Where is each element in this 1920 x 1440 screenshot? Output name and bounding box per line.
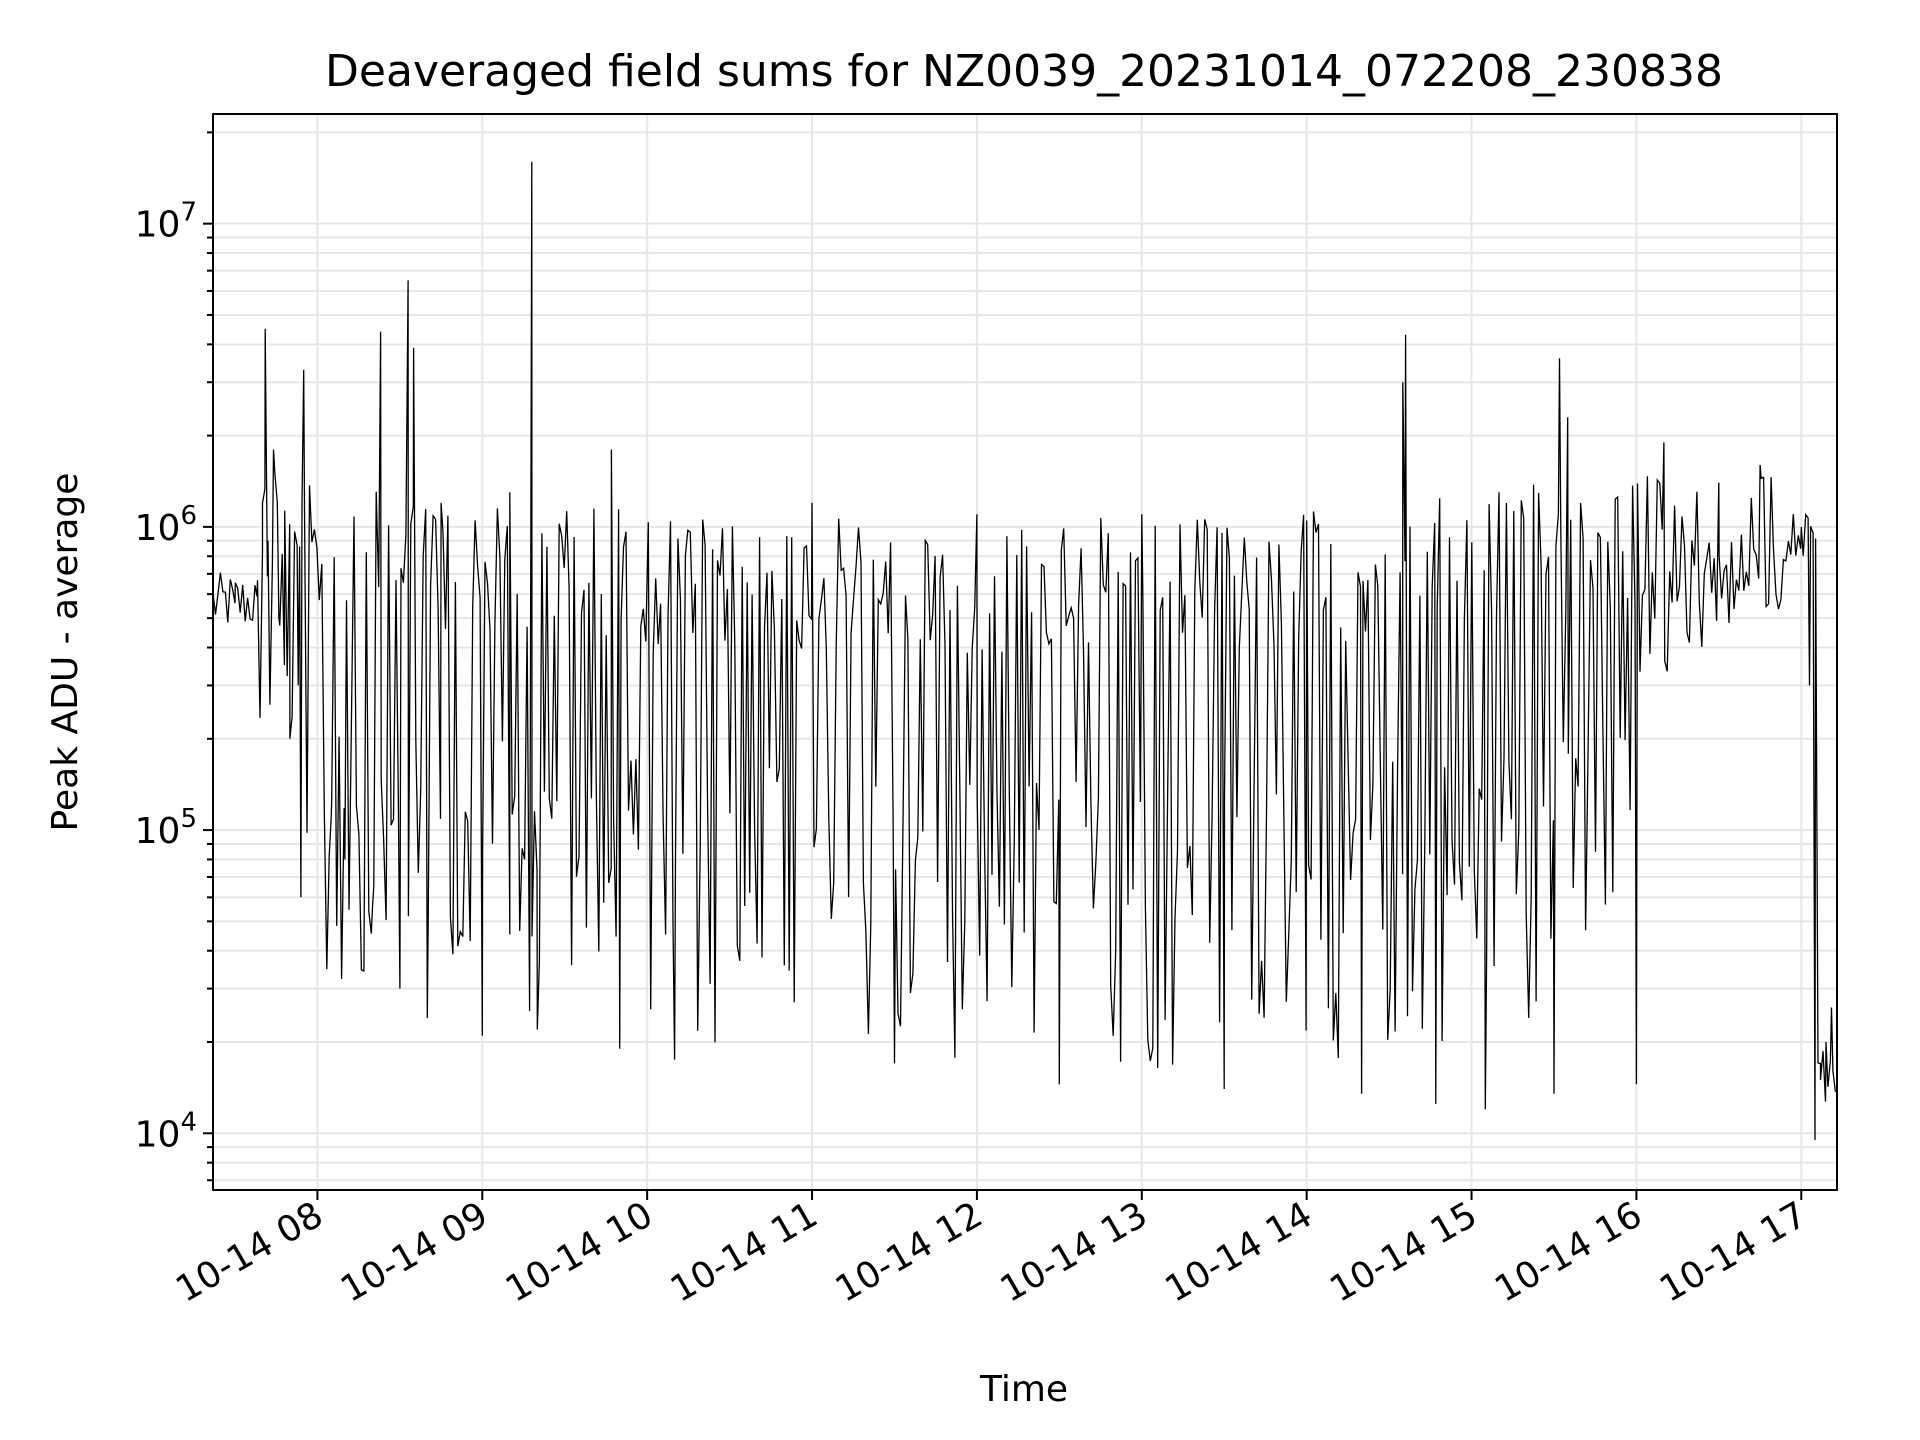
y-tick-labels: 104 105 106 107 [135,198,197,1156]
series-line-peak-adu [212,161,1837,1141]
x-tick-label: 10-14 11 [664,1194,825,1310]
x-axis-label: Time [979,1369,1068,1410]
plot-frame [212,113,1838,1191]
x-tick-label: 10-14 13 [994,1194,1155,1310]
ticks [203,131,1803,1200]
y-tick-label: 105 [135,804,197,852]
chart-title: Deaveraged field sums for NZ0039_2023101… [325,46,1723,97]
x-tick-label: 10-14 08 [169,1194,330,1310]
x-tick-label: 10-14 15 [1323,1194,1484,1310]
x-tick-labels: 10-14 08 10-14 09 10-14 10 10-14 11 10-14 12… [169,1194,1814,1310]
x-tick-label: 10-14 17 [1653,1194,1814,1310]
x-tick-label: 10-14 10 [499,1194,660,1310]
y-tick-label: 104 [135,1107,197,1155]
x-tick-label: 10-14 12 [829,1194,990,1310]
x-tick-label: 10-14 09 [334,1194,495,1310]
y-axis-label: Peak ADU - average [45,473,86,832]
x-tick-label: 10-14 16 [1488,1194,1649,1310]
x-tick-label: 10-14 14 [1158,1194,1319,1310]
y-tick-label: 107 [135,198,197,246]
y-tick-label: 106 [135,501,197,549]
